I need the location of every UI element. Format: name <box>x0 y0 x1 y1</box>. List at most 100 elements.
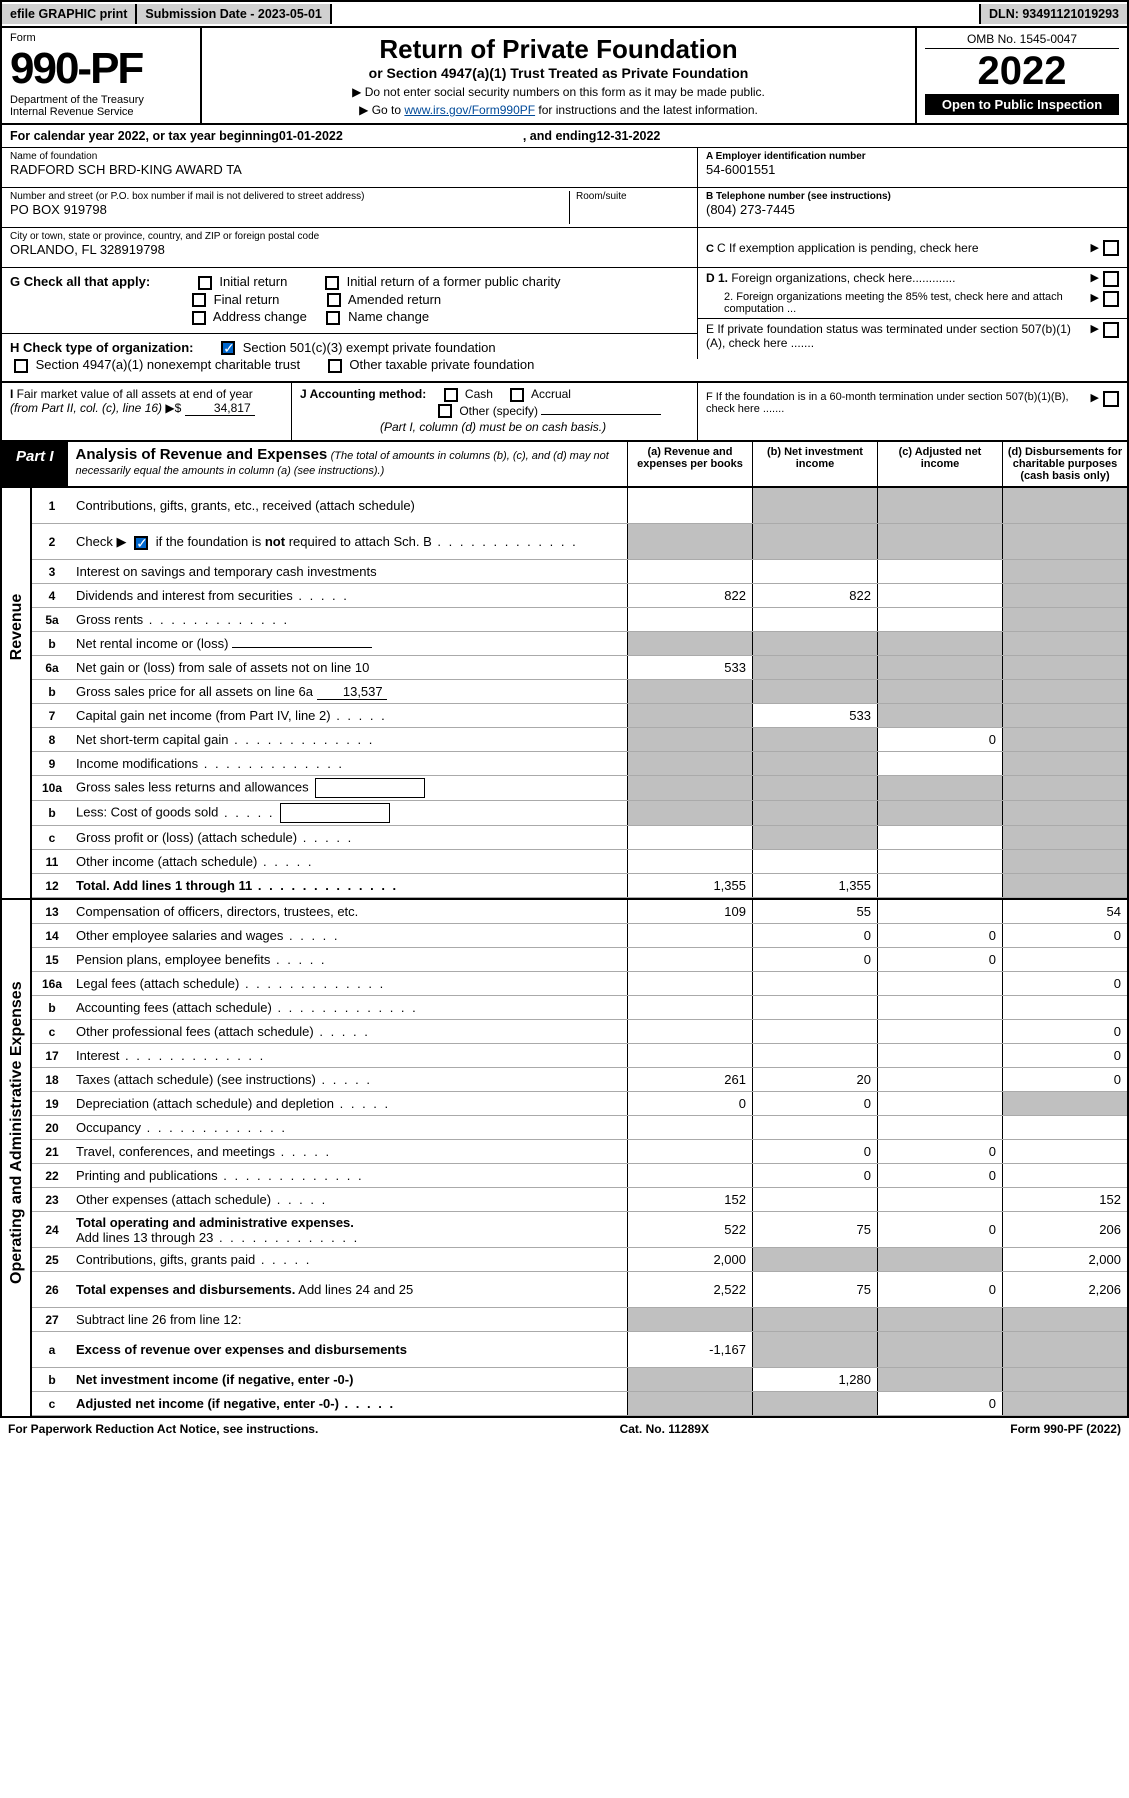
checkbox-name-change[interactable] <box>326 311 340 325</box>
phone-cell: B Telephone number (see instructions) (8… <box>697 188 1127 228</box>
amt-d <box>1002 801 1127 825</box>
column-headers: (a) Revenue and expenses per books (b) N… <box>627 442 1127 486</box>
amt-b: 0 <box>752 948 877 971</box>
ijf-row: I Fair market value of all assets at end… <box>0 383 1129 443</box>
footer-mid: Cat. No. 11289X <box>620 1422 709 1436</box>
j-label: J Accounting method: <box>300 387 426 401</box>
form-title: Return of Private Foundation <box>208 34 909 65</box>
amt-b <box>752 850 877 873</box>
amt-d: 0 <box>1002 1044 1127 1067</box>
checkbox-initial-return[interactable] <box>198 276 212 290</box>
amt-a <box>627 924 752 947</box>
line-desc: Other income (attach schedule) <box>72 852 627 871</box>
line-num: 4 <box>32 589 72 603</box>
row-13: 13Compensation of officers, directors, t… <box>32 900 1127 924</box>
amt-b <box>752 1044 877 1067</box>
amt-d <box>1002 704 1127 727</box>
amt-a <box>627 972 752 995</box>
amt-b: 0 <box>752 1092 877 1115</box>
row-20: 20Occupancy <box>32 1116 1127 1140</box>
row-15: 15Pension plans, employee benefits00 <box>32 948 1127 972</box>
checkbox-cash[interactable] <box>444 388 458 402</box>
checkbox-accrual[interactable] <box>510 388 524 402</box>
phone-label: B Telephone number (see instructions) <box>706 191 891 202</box>
amt-c <box>877 1332 1002 1367</box>
checkbox-e[interactable] <box>1103 322 1119 338</box>
row-19: 19Depreciation (attach schedule) and dep… <box>32 1092 1127 1116</box>
amt-a: 822 <box>627 584 752 607</box>
amt-b: 20 <box>752 1068 877 1091</box>
amt-d <box>1002 1368 1127 1391</box>
checkbox-c[interactable] <box>1103 240 1119 256</box>
amt-d <box>1002 850 1127 873</box>
irs-label: Internal Revenue Service <box>10 106 192 118</box>
ein-value: 54-6001551 <box>706 162 1119 177</box>
amt-b <box>752 632 877 655</box>
amt-a <box>627 948 752 971</box>
amt-b <box>752 776 877 800</box>
amt-b <box>752 728 877 751</box>
top-bar: efile GRAPHIC print Submission Date - 20… <box>0 0 1129 28</box>
city-label: City or town, state or province, country… <box>10 231 689 242</box>
line-num: b <box>32 1373 72 1387</box>
checkbox-address-change[interactable] <box>192 311 206 325</box>
checkbox-schb[interactable] <box>134 536 148 550</box>
amt-c: 0 <box>877 924 1002 947</box>
amt-c <box>877 900 1002 923</box>
amt-d <box>1002 1164 1127 1187</box>
amt-d <box>1002 656 1127 679</box>
line-desc: Other expenses (attach schedule) <box>72 1190 627 1209</box>
checkbox-501c3[interactable] <box>221 341 235 355</box>
expenses-text: Operating and Administrative Expenses <box>8 994 26 1284</box>
checkbox-d1[interactable] <box>1103 271 1119 287</box>
amt-c <box>877 776 1002 800</box>
amt-a <box>627 1368 752 1391</box>
checkbox-f[interactable] <box>1103 391 1119 407</box>
checkbox-other-taxable[interactable] <box>328 359 342 373</box>
line-desc: Excess of revenue over expenses and disb… <box>72 1340 627 1359</box>
amt-c: 0 <box>877 1164 1002 1187</box>
amt-d: 0 <box>1002 1068 1127 1091</box>
dln-label: DLN: <box>989 7 1022 21</box>
amt-b <box>752 524 877 559</box>
line-num: a <box>32 1343 72 1357</box>
amt-a: 261 <box>627 1068 752 1091</box>
checkbox-d2[interactable] <box>1103 291 1119 307</box>
form-header: Form 990-PF Department of the Treasury I… <box>0 28 1129 125</box>
irs-link[interactable]: www.irs.gov/Form990PF <box>404 103 535 117</box>
amt-d <box>1002 680 1127 703</box>
header-right: OMB No. 1545-0047 2022 Open to Public In… <box>917 28 1127 123</box>
line-num: 27 <box>32 1313 72 1327</box>
amt-b <box>752 656 877 679</box>
amt-b: 533 <box>752 704 877 727</box>
h-label: H Check type of organization: <box>10 340 193 355</box>
amt-d <box>1002 608 1127 631</box>
amt-d <box>1002 826 1127 849</box>
checkbox-other[interactable] <box>438 404 452 418</box>
amt-b <box>752 826 877 849</box>
amt-c <box>877 1188 1002 1211</box>
amt-b: 75 <box>752 1272 877 1307</box>
line-num: 23 <box>32 1193 72 1207</box>
amt-d <box>1002 728 1127 751</box>
form-number: 990-PF <box>10 44 192 94</box>
efile-label[interactable]: efile GRAPHIC print <box>2 4 137 24</box>
amt-c <box>877 584 1002 607</box>
checkbox-initial-former[interactable] <box>325 276 339 290</box>
col-d-hdr: (d) Disbursements for charitable purpose… <box>1002 442 1127 486</box>
line-num: b <box>32 637 72 651</box>
line-num: b <box>32 806 72 820</box>
revenue-text: Revenue <box>8 582 26 672</box>
checkbox-4947a1[interactable] <box>14 359 28 373</box>
line-num: 24 <box>32 1223 72 1237</box>
amt-d: 2,206 <box>1002 1272 1127 1307</box>
d2-label: 2. Foreign organizations meeting the 85%… <box>706 291 1087 315</box>
amt-c <box>877 656 1002 679</box>
ein-cell: A Employer identification number 54-6001… <box>697 148 1127 188</box>
row-23: 23Other expenses (attach schedule)152152 <box>32 1188 1127 1212</box>
amt-d <box>1002 1092 1127 1115</box>
amt-c <box>877 524 1002 559</box>
checkbox-final-return[interactable] <box>192 293 206 307</box>
revenue-table: Revenue 1Contributions, gifts, grants, e… <box>0 488 1129 900</box>
checkbox-amended[interactable] <box>327 293 341 307</box>
